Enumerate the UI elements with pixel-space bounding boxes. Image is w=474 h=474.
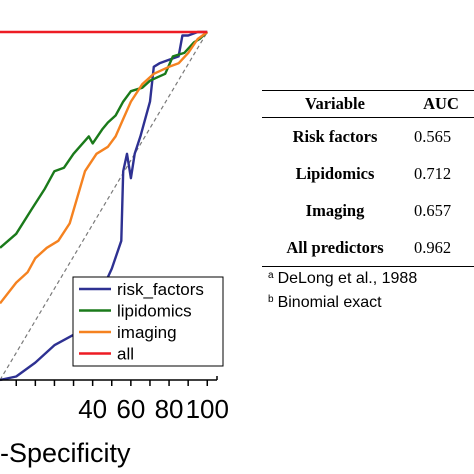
footnote-b: b Binomial exact [262, 291, 474, 315]
row-auc: 0.657 [414, 200, 452, 220]
header-variable: Variable [305, 94, 365, 113]
legend-label: imaging [117, 323, 177, 342]
legend-label: all [117, 345, 134, 364]
header-auc: AUC [423, 94, 459, 113]
x-tick-label: 60 [116, 394, 145, 424]
footnote-text: DeLong et al., 1988 [277, 270, 418, 287]
axes: 40 60 80 100 [0, 376, 229, 424]
legend-box [72, 276, 224, 367]
series-line-imaging [0, 31, 209, 305]
footnote-mark: a [268, 269, 274, 281]
table-header-row: Variable AUC [262, 91, 474, 117]
row-auc: 0.565 [414, 126, 452, 146]
x-tick-label: 100 [186, 394, 229, 424]
table-row: All predictors 0.962 [262, 229, 474, 266]
table-row: Risk factors 0.565 [262, 118, 474, 155]
series-line-risk-factors [0, 30, 208, 382]
row-auc: 0.712 [414, 163, 452, 183]
diagonal-reference-line [0, 31, 208, 381]
x-axis-title: -Specificity [0, 438, 131, 468]
x-tick-label: 40 [78, 394, 107, 424]
row-variable: Lipidomics [295, 163, 375, 183]
footnote-a: a DeLong et al., 1988 [262, 267, 474, 291]
series-line-lipidomics [0, 31, 209, 249]
table-row: Lipidomics 0.712 [262, 155, 474, 192]
table-top-rule [262, 90, 474, 91]
legend: risk_factors lipidomics imaging all [72, 276, 224, 367]
row-variable: Risk factors [292, 126, 378, 146]
legend-label: lipidomics [117, 302, 192, 321]
row-variable: All predictors [286, 237, 384, 257]
table-header-rule [262, 117, 474, 118]
plot-area [0, 30, 209, 382]
table-bottom-rule [262, 266, 474, 267]
x-tick-label: 80 [155, 394, 184, 424]
footnote-text: Binomial exact [277, 294, 382, 311]
footnote-mark: b [268, 293, 274, 305]
row-variable: Imaging [305, 200, 365, 220]
table-row: Imaging 0.657 [262, 192, 474, 229]
auc-table: Variable AUC Risk factors 0.565 Lipidomi… [262, 90, 474, 315]
legend-label: risk_factors [117, 280, 204, 299]
row-auc: 0.962 [414, 237, 452, 257]
